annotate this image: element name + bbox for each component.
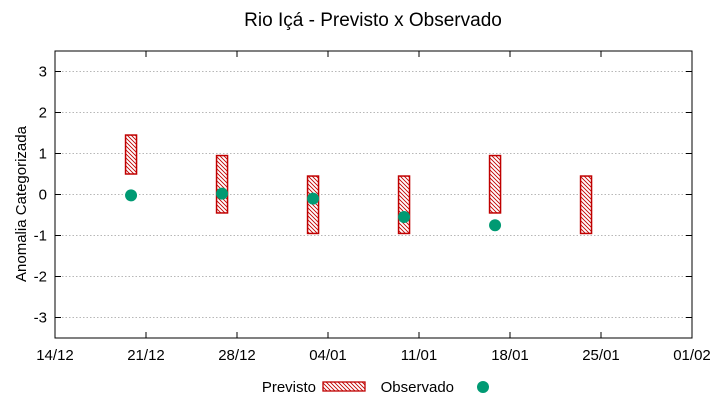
previsto-bar — [397, 175, 411, 235]
y-axis: 3 2 1 0 -1 -2 -3 — [34, 64, 692, 327]
y-tick-label: 3 — [39, 64, 47, 81]
grid — [55, 71, 692, 318]
x-tick-label: 18/01 — [491, 347, 529, 364]
y-tick-label: -2 — [34, 269, 47, 286]
x-tick-label: 14/12 — [36, 347, 74, 364]
legend-swatch-observado — [477, 381, 489, 393]
previsto-bar — [579, 175, 593, 235]
legend-swatch-previsto — [322, 381, 366, 392]
x-tick-label: 01/02 — [673, 347, 711, 364]
previsto-bar — [215, 154, 229, 214]
y-tick-label: -1 — [34, 228, 47, 245]
previsto-bar — [306, 175, 320, 235]
observado-series — [125, 187, 502, 232]
legend-label-observado: Observado — [381, 379, 454, 396]
x-tick-label: 28/12 — [218, 347, 256, 364]
x-tick-label: 11/01 — [401, 347, 437, 364]
observado-point — [216, 187, 229, 200]
previsto-series — [124, 134, 593, 235]
x-tick-label: 25/01 — [582, 347, 620, 364]
y-tick-label: -3 — [34, 310, 47, 327]
legend: Previsto Observado — [262, 379, 489, 396]
y-tick-label: 1 — [39, 146, 47, 163]
legend-label-previsto: Previsto — [262, 379, 316, 396]
y-tick-label: 2 — [39, 105, 47, 122]
y-axis-label: Anomalia Categorizada — [13, 125, 30, 282]
observado-point — [489, 219, 502, 232]
observado-point — [125, 189, 138, 202]
x-axis: 14/12 21/12 28/12 04/01 11/01 18/01 25/01 01/02 — [36, 51, 711, 364]
previsto-bar — [488, 154, 502, 214]
observado-point — [398, 211, 411, 224]
y-tick-label: 0 — [39, 187, 47, 204]
observado-point — [307, 192, 320, 205]
chart-title: Rio Içá - Previsto x Observado — [244, 10, 502, 31]
x-tick-label: 04/01 — [309, 347, 347, 364]
previsto-bar — [124, 134, 138, 175]
x-tick-label: 21/12 — [127, 347, 165, 364]
